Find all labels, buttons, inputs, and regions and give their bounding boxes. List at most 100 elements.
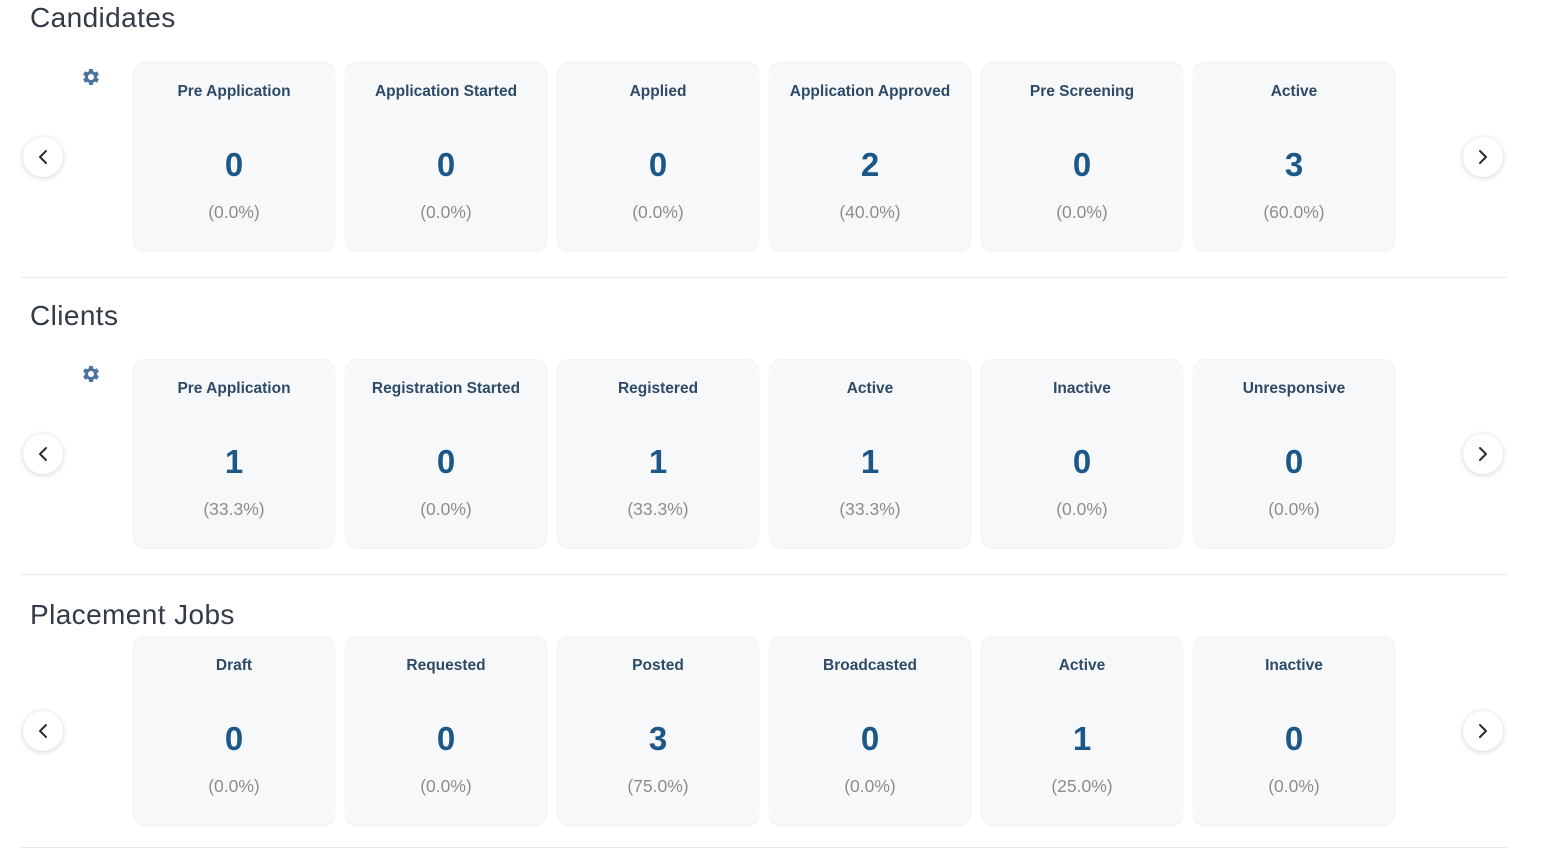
stat-card[interactable]: Active 1 (33.3%) [769, 359, 971, 549]
stat-card[interactable]: Broadcasted 0 (0.0%) [769, 636, 971, 826]
stat-card-percent: (0.0%) [1268, 499, 1320, 519]
stat-card[interactable]: Requested 0 (0.0%) [345, 636, 547, 826]
stat-card-percent: (33.3%) [839, 499, 901, 519]
stat-card-value: 0 [224, 146, 244, 183]
stat-card[interactable]: Application Started 0 (0.0%) [345, 62, 547, 252]
placement-jobs-card-row: Draft 0 (0.0%) Requested 0 (0.0%) Posted… [133, 636, 1395, 826]
section-divider [20, 574, 1508, 575]
stat-card-value: 0 [648, 146, 668, 183]
stat-card[interactable]: Active 1 (25.0%) [981, 636, 1183, 826]
stat-card-percent: (75.0%) [627, 776, 689, 796]
stat-card-percent: (33.3%) [203, 499, 265, 519]
stat-card-label: Pre Application [177, 83, 291, 100]
stat-card-percent: (0.0%) [1056, 202, 1108, 222]
stat-card-label: Inactive [1053, 380, 1111, 397]
stat-card[interactable]: Pre Application 1 (33.3%) [133, 359, 335, 549]
stat-card-label: Application Started [374, 83, 518, 100]
placement-jobs-next-button[interactable] [1463, 711, 1503, 751]
stat-card-label: Application Approved [789, 83, 951, 100]
section-title-clients: Clients [30, 300, 119, 331]
candidates-settings-button[interactable] [81, 67, 101, 87]
stat-card-value: 0 [1284, 443, 1304, 480]
stat-card-label: Active [1270, 83, 1318, 100]
stat-card-value: 1 [860, 443, 880, 480]
stat-card-value: 0 [1072, 146, 1092, 183]
stat-card-label: Applied [629, 83, 687, 100]
stat-card[interactable]: Registered 1 (33.3%) [557, 359, 759, 549]
stat-card[interactable]: Unresponsive 0 (0.0%) [1193, 359, 1395, 549]
stat-card-percent: (0.0%) [632, 202, 684, 222]
placement-jobs-prev-button[interactable] [23, 711, 63, 751]
section-clients: Clients Pre Application 1 (33.3%) Regist… [0, 299, 1544, 575]
stat-card-value: 0 [436, 443, 456, 480]
stat-card-percent: (0.0%) [1056, 499, 1108, 519]
chevron-left-icon [39, 150, 47, 164]
gear-icon [83, 366, 99, 382]
stat-card[interactable]: Inactive 0 (0.0%) [981, 359, 1183, 549]
stat-card-label: Active [1058, 657, 1106, 674]
stat-card[interactable]: Application Approved 2 (40.0%) [769, 62, 971, 252]
section-candidates: Candidates Pre Application 0 (0.0%) Appl… [0, 0, 1544, 278]
stat-card-value: 0 [436, 720, 456, 757]
clients-settings-button[interactable] [81, 364, 101, 384]
candidates-next-button[interactable] [1463, 137, 1503, 177]
stat-card-percent: (60.0%) [1263, 202, 1325, 222]
stat-card-value: 3 [1284, 146, 1304, 183]
chevron-right-icon [1479, 150, 1487, 164]
stat-card[interactable]: Pre Application 0 (0.0%) [133, 62, 335, 252]
chevron-right-icon [1479, 724, 1487, 738]
clients-carousel: Pre Application 1 (33.3%) Registration S… [0, 359, 1544, 549]
stat-card-percent: (33.3%) [627, 499, 689, 519]
stat-card-percent: (0.0%) [208, 202, 260, 222]
stat-card-percent: (0.0%) [844, 776, 896, 796]
stat-card-percent: (0.0%) [208, 776, 260, 796]
stat-card-label: Registration Started [371, 380, 521, 397]
stat-card-label: Draft [215, 657, 253, 674]
stat-card-value: 1 [648, 443, 668, 480]
section-title-candidates: Candidates [30, 2, 176, 33]
stat-card-percent: (0.0%) [420, 202, 472, 222]
chevron-left-icon [39, 724, 47, 738]
stat-card-label: Pre Application [177, 380, 291, 397]
clients-prev-button[interactable] [23, 434, 63, 474]
candidates-card-row: Pre Application 0 (0.0%) Application Sta… [133, 62, 1395, 252]
stat-card-value: 1 [1072, 720, 1092, 757]
clients-card-row: Pre Application 1 (33.3%) Registration S… [133, 359, 1395, 549]
stat-card-value: 0 [436, 146, 456, 183]
stat-card[interactable]: Applied 0 (0.0%) [557, 62, 759, 252]
stat-card[interactable]: Draft 0 (0.0%) [133, 636, 335, 826]
stat-card-label: Active [846, 380, 894, 397]
stat-card-label: Requested [406, 657, 486, 674]
stat-card[interactable]: Inactive 0 (0.0%) [1193, 636, 1395, 826]
stat-card-value: 0 [860, 720, 880, 757]
stat-card-label: Posted [632, 657, 684, 674]
stat-card[interactable]: Pre Screening 0 (0.0%) [981, 62, 1183, 252]
stat-card-value: 0 [1072, 443, 1092, 480]
stat-card[interactable]: Registration Started 0 (0.0%) [345, 359, 547, 549]
section-divider [20, 277, 1508, 278]
stat-card-value: 2 [860, 146, 880, 183]
candidates-prev-button[interactable] [23, 137, 63, 177]
stat-card-value: 3 [648, 720, 668, 757]
stat-card-value: 1 [224, 443, 244, 480]
stat-card[interactable]: Posted 3 (75.0%) [557, 636, 759, 826]
stat-card-label: Broadcasted [823, 657, 917, 674]
stat-card-percent: (25.0%) [1051, 776, 1113, 796]
stat-card-percent: (40.0%) [839, 202, 901, 222]
section-divider [20, 847, 1508, 848]
section-title-placement-jobs: Placement Jobs [30, 599, 235, 630]
stat-card-label: Unresponsive [1242, 380, 1346, 397]
section-placement-jobs: Placement Jobs Draft 0 (0.0%) Requested … [0, 598, 1544, 848]
stat-card-value: 0 [224, 720, 244, 757]
candidates-carousel: Pre Application 0 (0.0%) Application Sta… [0, 62, 1544, 252]
stat-card-value: 0 [1284, 720, 1304, 757]
clients-next-button[interactable] [1463, 434, 1503, 474]
stat-card-percent: (0.0%) [420, 776, 472, 796]
stat-card-percent: (0.0%) [1268, 776, 1320, 796]
stat-card-label: Pre Screening [1029, 83, 1135, 100]
stat-card[interactable]: Active 3 (60.0%) [1193, 62, 1395, 252]
chevron-left-icon [39, 447, 47, 461]
gear-icon [83, 69, 99, 85]
chevron-right-icon [1479, 447, 1487, 461]
stat-card-label: Inactive [1265, 657, 1323, 674]
